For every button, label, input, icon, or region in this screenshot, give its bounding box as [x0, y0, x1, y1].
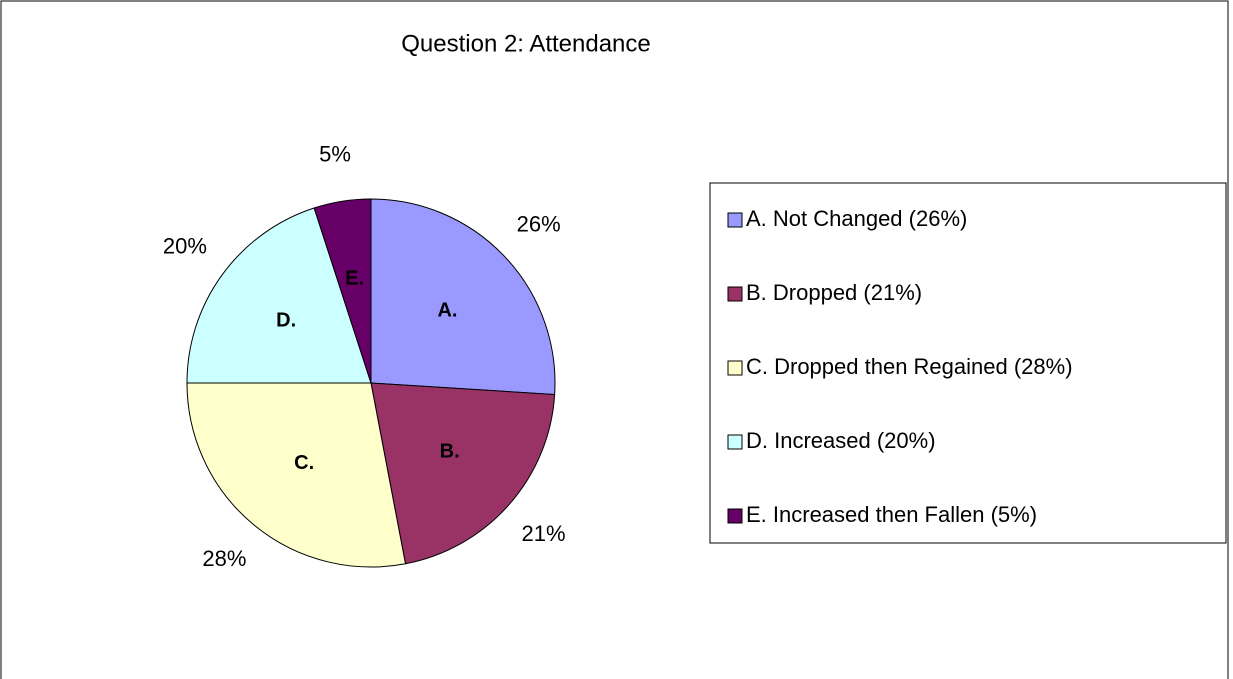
- slice-label: C.: [294, 452, 314, 474]
- legend-swatch: [727, 212, 743, 228]
- chart-title: Question 2: Attendance: [401, 30, 651, 57]
- legend-label: B. Dropped (21%): [746, 280, 922, 305]
- value-label: 28%: [202, 546, 246, 571]
- value-label: 26%: [517, 211, 561, 236]
- legend-box: [709, 182, 1227, 544]
- legend-swatch: [727, 434, 743, 450]
- pie-slice: [186, 382, 407, 568]
- pie-slice: [370, 198, 556, 396]
- slice-label: E.: [345, 268, 364, 290]
- legend-label: E. Increased then Fallen (5%): [746, 502, 1037, 527]
- value-label: 21%: [522, 521, 566, 546]
- legend-swatch: [727, 286, 743, 302]
- pie-slice: [313, 198, 372, 384]
- value-label: 20%: [163, 234, 207, 259]
- slice-label: B.: [440, 441, 460, 463]
- legend-swatch: [727, 360, 743, 376]
- pie-slice: [186, 207, 372, 384]
- legend-swatch: [727, 508, 743, 524]
- pie-slice: [370, 382, 556, 565]
- slice-label: A.: [437, 299, 457, 321]
- legend-label: A. Not Changed (26%): [746, 206, 967, 231]
- slice-label: D.: [276, 310, 296, 332]
- legend-label: D. Increased (20%): [746, 428, 936, 453]
- legend-label: C. Dropped then Regained (28%): [746, 354, 1073, 379]
- value-label: 5%: [319, 142, 351, 167]
